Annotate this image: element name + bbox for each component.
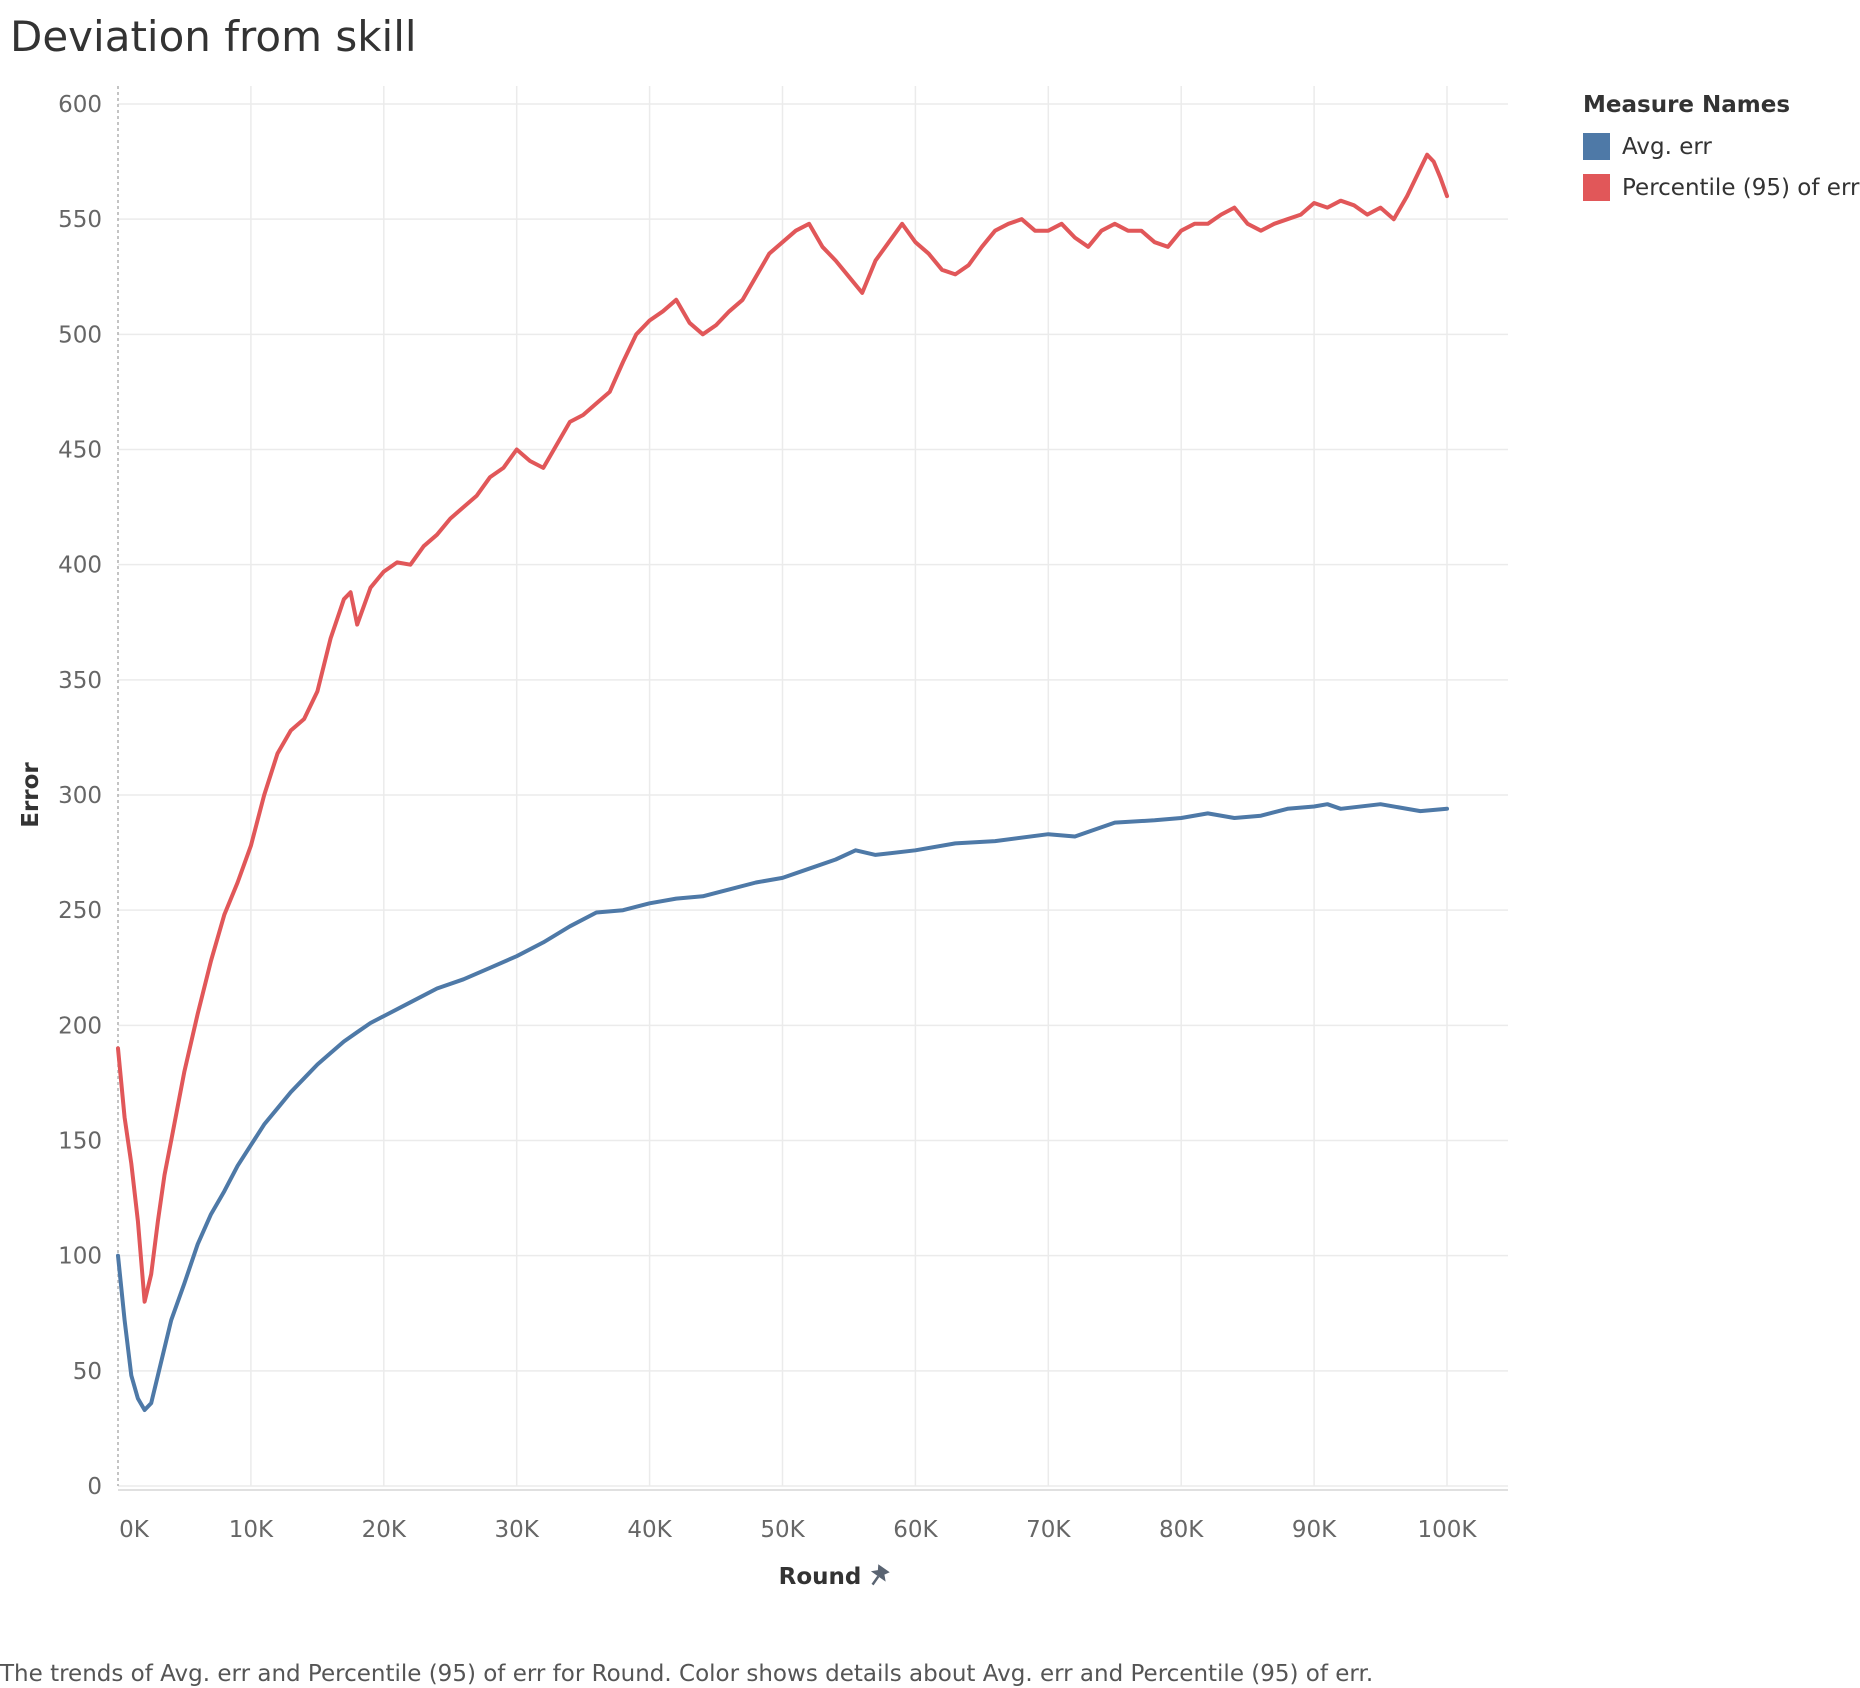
y-axis-title: Error — [18, 762, 44, 828]
x-tick-label: 70K — [1026, 1517, 1071, 1543]
y-tick-label: 500 — [58, 322, 102, 348]
y-tick-label: 450 — [58, 438, 102, 464]
series-lines — [116, 152, 1449, 1412]
x-tick-label: 80K — [1159, 1517, 1204, 1543]
y-axis-ticks: 0 50 100 150 200 250 300 350 400 450 500 550 600 — [58, 92, 102, 1500]
y-tick-label: 600 — [58, 92, 102, 118]
y-tick-label: 100 — [58, 1244, 102, 1270]
x-tick-label: 90K — [1292, 1517, 1337, 1543]
gridlines — [118, 86, 1508, 1491]
x-axis-title[interactable]: Round — [779, 1564, 862, 1590]
y-tick-label: 550 — [58, 207, 102, 233]
y-tick-label: 150 — [58, 1129, 102, 1155]
y-tick-label: 300 — [58, 783, 102, 809]
x-tick-label: 100K — [1418, 1517, 1478, 1543]
x-tick-label: 10K — [229, 1517, 274, 1543]
x-tick-label: 30K — [495, 1517, 540, 1543]
y-tick-label: 400 — [58, 553, 102, 579]
legend-item-percentile-95-err[interactable]: Percentile (95) of err — [1583, 167, 1860, 208]
legend-swatch-avg-err — [1583, 133, 1610, 160]
y-tick-label: 350 — [58, 668, 102, 694]
series-line-percentile-95-of-err[interactable] — [116, 152, 1449, 1304]
pin-icon[interactable] — [865, 1563, 891, 1590]
x-tick-label: 0K — [119, 1517, 150, 1543]
x-tick-label: 50K — [760, 1517, 805, 1543]
legend-title: Measure Names — [1583, 92, 1791, 118]
x-tick-label: 20K — [362, 1517, 407, 1543]
series-line-avg-err[interactable] — [116, 802, 1449, 1412]
chart-caption: The trends of Avg. err and Percentile (9… — [0, 1661, 1374, 1687]
legend: Measure Names Avg. err Percentile (95) o… — [1583, 92, 1860, 208]
legend-label: Percentile (95) of err — [1622, 174, 1860, 201]
legend-label: Avg. err — [1622, 133, 1712, 160]
chart-title: Deviation from skill — [10, 12, 417, 61]
legend-swatch-percentile-95-err — [1583, 174, 1610, 201]
x-axis-ticks: 0K 10K 20K 30K 40K 50K 60K 70K 80K 90K 100K — [119, 1517, 1477, 1543]
y-tick-label: 50 — [73, 1359, 102, 1385]
x-tick-label: 60K — [893, 1517, 938, 1543]
y-tick-label: 200 — [58, 1013, 102, 1039]
x-tick-label: 40K — [627, 1517, 672, 1543]
y-tick-label: 250 — [58, 898, 102, 924]
legend-item-avg-err[interactable]: Avg. err — [1583, 126, 1860, 167]
y-tick-label: 0 — [87, 1474, 102, 1500]
